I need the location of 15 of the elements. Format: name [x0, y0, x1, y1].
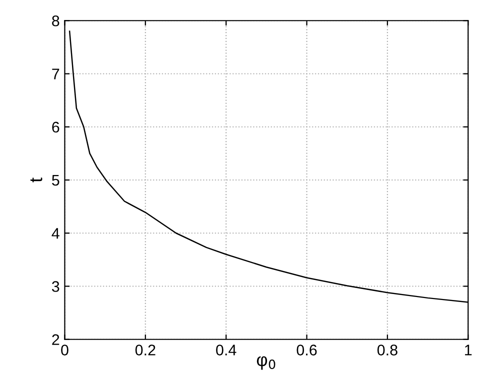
x-tick-label: 0.8	[377, 344, 398, 356]
x-tick-label: 1	[465, 344, 472, 356]
x-tick-label: 0.2	[135, 344, 156, 356]
x-tick-label: 0	[61, 344, 68, 356]
y-tick-label: 4	[52, 228, 60, 239]
y-tick-label: 2	[52, 334, 60, 345]
y-tick-label: 6	[52, 122, 60, 133]
y-tick-label: 5	[52, 175, 60, 186]
y-tick-label: 7	[52, 68, 60, 80]
y-tick-label: 3	[52, 281, 60, 292]
y-tick-label: 8	[52, 15, 60, 26]
y-axis-title: t	[30, 178, 42, 182]
x-tick-label: 0.6	[296, 344, 317, 356]
x-axis-title: φ$_{0}$	[256, 356, 276, 370]
x-tick-label: 0.4	[216, 344, 236, 356]
